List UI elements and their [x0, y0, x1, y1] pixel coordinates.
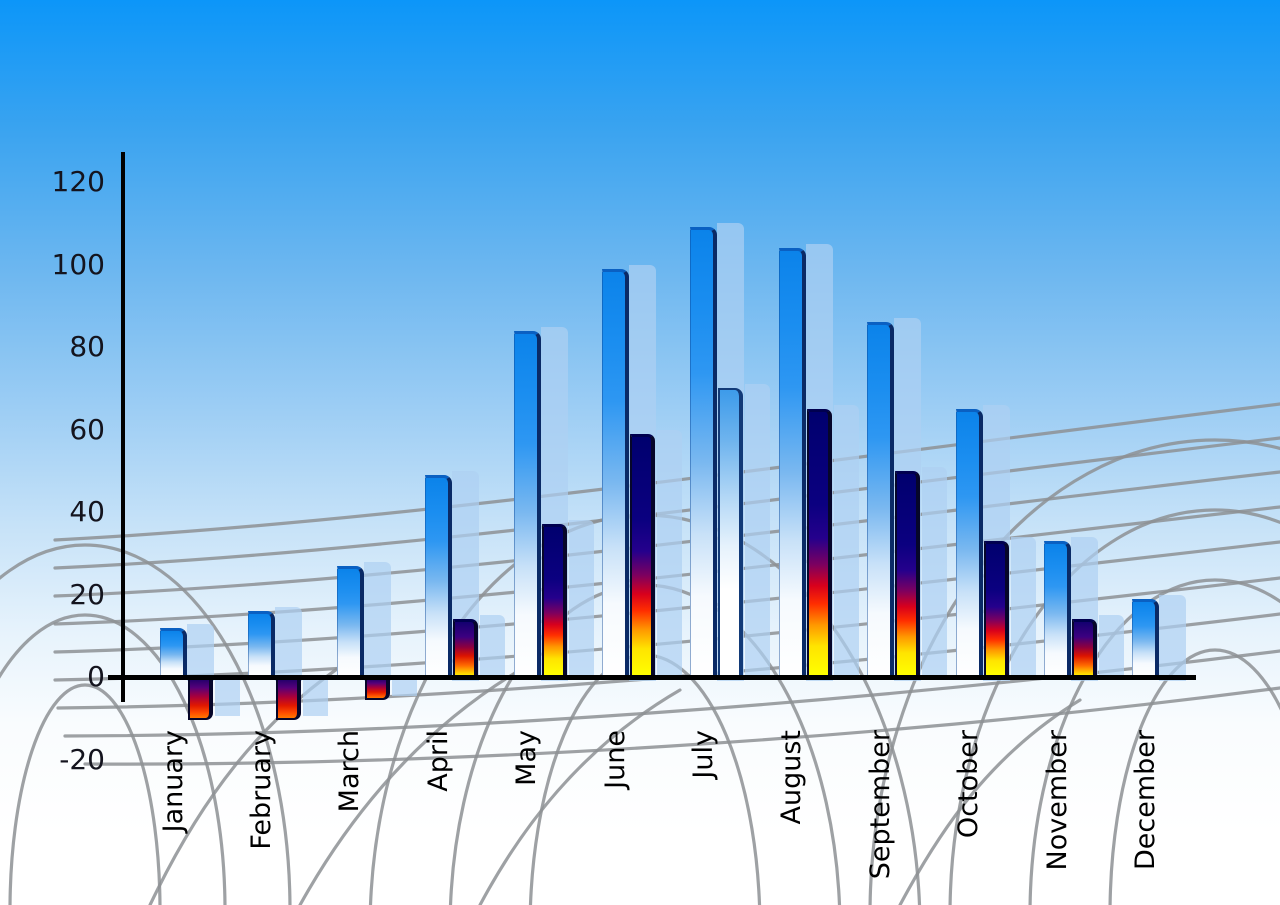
bar-october-secondary — [983, 540, 1009, 677]
bar-may-secondary — [541, 524, 567, 677]
bar-july-secondary — [718, 388, 744, 677]
y-tick-label: 20 — [69, 577, 105, 611]
bar-september-secondary — [895, 470, 921, 677]
y-tick-label: -20 — [59, 742, 105, 776]
month-label: October — [953, 730, 985, 839]
y-tick-label: 40 — [69, 495, 105, 528]
y-tick-label: 80 — [69, 330, 105, 363]
shadow-february-primary — [275, 607, 303, 681]
shadow-december-primary — [1159, 594, 1187, 681]
month-label: March — [334, 730, 366, 813]
bar-february-primary — [248, 611, 276, 677]
bar-november-secondary — [1072, 619, 1097, 677]
bar-march-primary — [336, 565, 364, 677]
shadow-september-secondary — [922, 466, 948, 679]
month-label: April — [422, 730, 454, 792]
shadow-march-primary — [363, 561, 391, 681]
bar-january-secondary — [188, 679, 213, 721]
month-label: August — [776, 730, 808, 825]
month-label: June — [599, 730, 631, 789]
bar-february-secondary — [276, 679, 302, 721]
shadow-january-secondary — [215, 675, 240, 717]
shadow-november-secondary — [1099, 615, 1124, 679]
bar-august-primary — [778, 248, 806, 677]
month-label: September — [864, 730, 896, 880]
bar-august-secondary — [806, 408, 832, 677]
shadow-january-primary — [187, 623, 214, 681]
month-label: May — [511, 730, 543, 786]
bar-may-primary — [513, 330, 541, 677]
bar-september-primary — [867, 322, 895, 677]
y-tick-label: 100 — [51, 247, 105, 281]
shadow-july-secondary — [745, 384, 771, 679]
y-axis-line — [121, 152, 125, 702]
bar-march-secondary — [364, 679, 390, 700]
y-tick-label: 120 — [51, 165, 105, 198]
month-label: February — [245, 730, 277, 850]
y-tick-label: 0 — [87, 660, 105, 693]
shadow-may-secondary — [568, 520, 594, 679]
bar-january-primary — [160, 627, 187, 677]
month-label: January — [157, 730, 189, 833]
month-label: November — [1041, 730, 1073, 871]
shadow-august-secondary — [833, 404, 859, 679]
bar-november-primary — [1044, 540, 1071, 677]
shadow-april-secondary — [480, 615, 506, 679]
bar-april-primary — [425, 474, 453, 677]
bar-october-primary — [955, 408, 983, 677]
bar-july-primary — [690, 227, 718, 677]
month-label: December — [1129, 730, 1161, 871]
x-axis-baseline — [108, 675, 1196, 680]
shadow-march-secondary — [391, 675, 417, 696]
shadow-june-secondary — [657, 429, 682, 679]
bar-june-secondary — [630, 433, 655, 677]
y-tick-label: 60 — [69, 412, 105, 446]
shadow-february-secondary — [303, 675, 329, 717]
month-label: July — [687, 730, 719, 779]
bar-december-primary — [1132, 598, 1160, 677]
bar-june-primary — [602, 268, 629, 677]
shadow-october-secondary — [1010, 536, 1036, 679]
